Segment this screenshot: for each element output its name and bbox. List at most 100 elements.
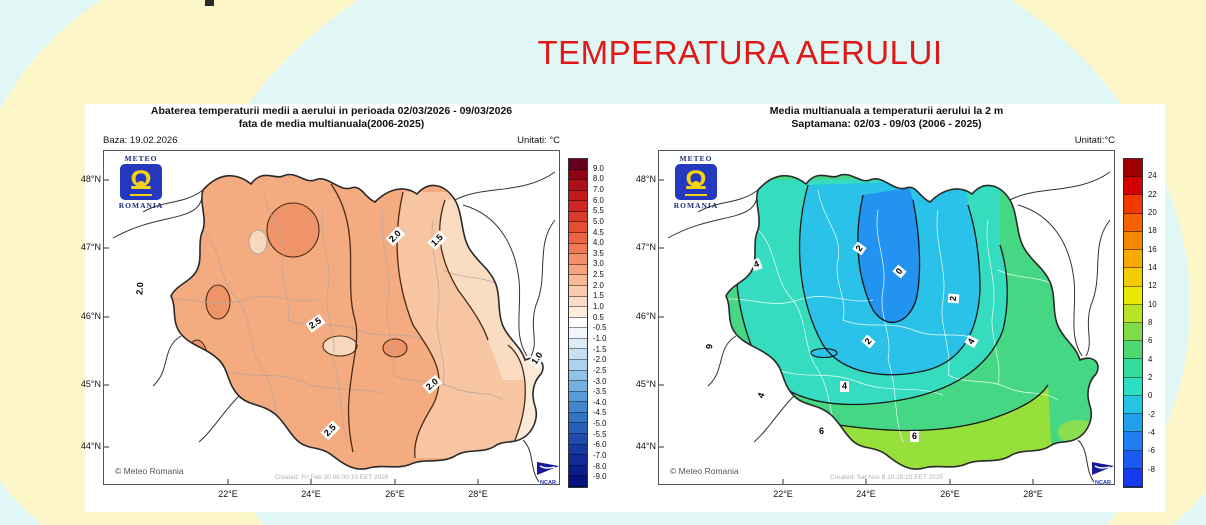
colorbar-segment (1124, 195, 1142, 214)
colorbar-segment (569, 190, 587, 202)
meteo-romania-logo: METEO Ω ROMANIA (113, 154, 169, 210)
colorbar-segment (569, 243, 587, 255)
top-edge-artifact (205, 0, 214, 6)
colorbar-segment (569, 222, 587, 234)
colorbar-segment (1124, 432, 1142, 451)
lat-label: 44°N (80, 441, 101, 451)
colorbar-segment (569, 349, 587, 360)
colorbar-tick-label: 14 (1148, 263, 1157, 272)
colorbar-tick-label: 3.0 (593, 259, 604, 269)
colorbar-tick-label: 22 (1148, 189, 1157, 199)
figure-meta: Unitati:°C (658, 135, 1115, 146)
ncar-pennant-icon (1092, 462, 1114, 475)
figure-meta: Baza: 19.02.2026 Unitati: °C (103, 135, 560, 146)
colorbar-tick-label: 16 (1148, 244, 1157, 254)
figure-title-line1: Abaterea temperaturii medii a aerului in… (150, 105, 513, 117)
colorbar-segment (569, 359, 587, 371)
colorbar-tick-label: -4.0 (593, 397, 607, 407)
colorbar-segment (569, 338, 587, 350)
romania-anomaly-map (103, 150, 560, 485)
colorbar-tick-label: 1.0 (593, 302, 604, 312)
colorbar-segment (569, 391, 587, 403)
colorbar-segment (569, 317, 587, 329)
figure-mean-map: Media multianuala a temperaturii aerului… (636, 104, 1160, 512)
created-timestamp: Created: Sat Nov 8 10:28:15 EET 2025 (830, 474, 943, 481)
colorbar-segment (569, 465, 587, 477)
contour-label: 6 (702, 341, 715, 352)
colorbar-segment (569, 285, 587, 297)
figure-anomaly-map: Abaterea temperaturii medii a aerului in… (81, 104, 607, 512)
colorbar-strip (1123, 158, 1143, 488)
ncar-pennant-icon (537, 462, 559, 475)
colorbar-segment (569, 412, 587, 424)
lat-label: 46°N (635, 311, 656, 321)
colorbar-segment (569, 402, 587, 413)
colorbar-tick-label: 2 (1148, 373, 1153, 382)
colorbar-segment (569, 201, 587, 212)
colorbar-segment (1124, 159, 1142, 178)
meteo-logo-top: METEO (124, 154, 158, 163)
lat-label: 44°N (635, 441, 656, 451)
colorbar-segment (569, 307, 587, 318)
meteo-logo-emblem: Ω (675, 164, 717, 200)
colorbar-tick-label: -0.5 (593, 323, 607, 333)
colorbar-segment (1124, 377, 1142, 396)
colorbar-segment (1124, 450, 1142, 469)
meteo-logo-bottom: ROMANIA (118, 201, 164, 210)
colorbar-tick-label: 20 (1148, 208, 1157, 217)
colorbar-segment (1124, 468, 1142, 487)
lon-label: 26°E (940, 489, 960, 499)
colorbar-strip (568, 158, 588, 488)
colorbar-segment (569, 169, 587, 181)
lat-label: 45°N (635, 379, 656, 389)
colorbar-tick-label: 2.5 (593, 270, 604, 280)
colorbar-segment (1124, 177, 1142, 196)
colorbar-tick-label: 8.0 (593, 174, 604, 184)
colorbar-tick-label: 18 (1148, 226, 1157, 236)
colorbar-segment (1124, 304, 1142, 323)
colorbar-tick-label: -2.0 (593, 355, 607, 365)
colorbar-tick-label: 10 (1148, 299, 1157, 309)
omega-dot-icon (692, 181, 700, 189)
lon-label: 22°E (773, 489, 793, 499)
colorbar-tick-label: -1.5 (593, 344, 607, 354)
lon-label: 28°E (468, 489, 488, 499)
colorbar-tick-label: -6 (1148, 446, 1155, 456)
meteo-logo-emblem: Ω (120, 164, 162, 200)
copyright-label: © Meteo Romania (115, 466, 184, 476)
colorbar-tick-label: 0.5 (593, 312, 604, 322)
omega-base-icon (130, 193, 152, 196)
contour-label: 4 (840, 381, 850, 392)
colorbar-segment (1124, 231, 1142, 251)
colorbar-segment (569, 275, 587, 286)
colorbar-segment (1124, 213, 1142, 232)
colorbar-tick-label: 4.5 (593, 227, 604, 237)
colorbar-segment (569, 233, 587, 244)
colorbar-segment (1124, 322, 1142, 342)
colorbar-tick-label: 6 (1148, 336, 1153, 346)
ncar-label: NCAR (540, 480, 556, 486)
colorbar-segment (569, 434, 587, 445)
colorbar-tick-label: -6.0 (593, 440, 607, 450)
contour-label: 2.0 (134, 279, 147, 298)
colorbar-tick-label: -9.0 (593, 472, 607, 482)
colorbar-tick-label: 7.0 (593, 184, 604, 194)
colorbar-segment (569, 381, 587, 392)
baza-label: Baza: 19.02.2026 (103, 135, 178, 146)
colorbar-tick-label: -5.0 (593, 419, 607, 429)
colorbar-tick-label: -7.0 (593, 451, 607, 461)
ncar-label: NCAR (1095, 480, 1111, 486)
colorbar-tick-label: -2.5 (593, 365, 607, 375)
colorbar-tick-label: -2 (1148, 409, 1155, 419)
created-timestamp: Created: Fri Feb 20 06:00:10 EET 2026 (274, 474, 389, 481)
colorbar-tick-label: 1.5 (593, 291, 604, 301)
colorbar-segment (569, 211, 587, 223)
colorbar-segment (569, 159, 587, 170)
units-label: Unitati:°C (1074, 135, 1115, 146)
lat-label: 47°N (635, 242, 656, 252)
colorbar-tick-label: -3.5 (593, 387, 607, 397)
lat-label: 48°N (635, 174, 656, 184)
meteo-logo-bottom: ROMANIA (673, 201, 719, 210)
colorbar-tick-label: -8 (1148, 464, 1155, 474)
colorbar-segment (569, 264, 587, 276)
